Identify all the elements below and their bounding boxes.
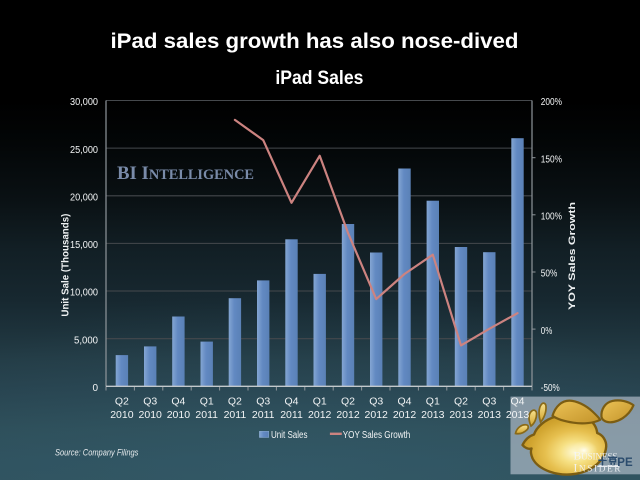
svg-text:200%: 200% — [541, 97, 562, 108]
svg-text:30,000: 30,000 — [70, 97, 98, 108]
svg-text:2012: 2012 — [336, 409, 360, 421]
svg-text:Unit Sales: Unit Sales — [271, 430, 308, 441]
svg-text:20,000: 20,000 — [70, 193, 98, 204]
svg-text:Q3: Q3 — [369, 396, 383, 408]
svg-text:Q4: Q4 — [510, 396, 524, 408]
svg-text:100%: 100% — [541, 212, 562, 223]
svg-text:Q1: Q1 — [313, 396, 327, 408]
svg-text:2012: 2012 — [365, 409, 389, 421]
svg-text:25,000: 25,000 — [70, 145, 98, 156]
svg-text:2013: 2013 — [449, 409, 473, 421]
svg-text:Q3: Q3 — [482, 396, 496, 408]
svg-text:Q2: Q2 — [115, 396, 129, 408]
svg-text:BI INTELLIGENCE: BI INTELLIGENCE — [117, 163, 254, 184]
svg-text:Q4: Q4 — [171, 396, 185, 408]
svg-text:Q2: Q2 — [228, 396, 242, 408]
svg-text:YOY Sales Growth: YOY Sales Growth — [343, 430, 411, 441]
svg-text:iPad Sales: iPad Sales — [275, 67, 363, 89]
svg-text:iPad sales growth has also nos: iPad sales growth has also nose-dived — [111, 29, 519, 53]
svg-text:2010: 2010 — [167, 409, 191, 421]
svg-text:Unit Sale (Thousands): Unit Sale (Thousands) — [61, 214, 72, 317]
svg-text:15,000: 15,000 — [70, 240, 98, 251]
svg-text:Q4: Q4 — [397, 396, 411, 408]
svg-text:Q1: Q1 — [200, 396, 214, 408]
svg-text:2011: 2011 — [280, 409, 303, 421]
svg-text:50%: 50% — [541, 269, 558, 280]
svg-text:2012: 2012 — [393, 409, 417, 421]
svg-text:2011: 2011 — [195, 409, 218, 421]
svg-text:10,000: 10,000 — [70, 288, 98, 299]
svg-text:2011: 2011 — [252, 409, 275, 421]
svg-text:Source: Company Filings: Source: Company Filings — [55, 447, 139, 458]
svg-text:2011: 2011 — [224, 409, 247, 421]
svg-text:5,000: 5,000 — [74, 335, 98, 346]
svg-text:YOY Sales Growth: YOY Sales Growth — [567, 202, 578, 310]
svg-text:2013: 2013 — [478, 409, 502, 421]
svg-text:Q3: Q3 — [256, 396, 270, 408]
svg-text:Q2: Q2 — [341, 396, 355, 408]
svg-text:Q3: Q3 — [143, 396, 157, 408]
svg-text:Q4: Q4 — [284, 396, 298, 408]
svg-text:2010: 2010 — [110, 409, 134, 421]
svg-text:0: 0 — [92, 383, 98, 394]
svg-text:2013: 2013 — [421, 409, 445, 421]
svg-text:0%: 0% — [541, 326, 553, 337]
svg-text:Q1: Q1 — [426, 396, 440, 408]
svg-text:2013: 2013 — [506, 409, 530, 421]
svg-text:Q2: Q2 — [454, 396, 468, 408]
svg-text:2010: 2010 — [139, 409, 163, 421]
svg-text:-50%: -50% — [541, 383, 560, 394]
svg-text:150%: 150% — [541, 154, 562, 165]
svg-text:2012: 2012 — [308, 409, 332, 421]
svg-text:BUSINESS: BUSINESS — [574, 450, 618, 462]
svg-text:PE: PE — [617, 457, 633, 469]
